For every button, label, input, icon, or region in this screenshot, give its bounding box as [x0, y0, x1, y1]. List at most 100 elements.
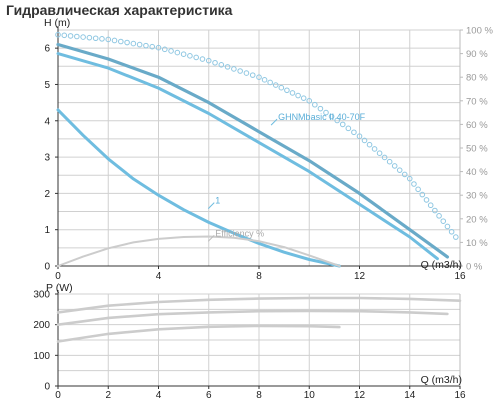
x-tick-label: 8: [256, 390, 262, 400]
efficiency-dot: [130, 40, 137, 47]
y2-tick-label: 90 %: [466, 49, 488, 60]
y-tick-label: 4: [44, 116, 50, 127]
power-chart: 0 100 200 300 0 2 4 6 8 10 12 14 16 P (W) Q (m3/h): [33, 282, 466, 400]
y-tick-label: 0: [44, 262, 50, 273]
efficiency-dot: [224, 64, 231, 70]
annotation-leader: [270, 118, 278, 126]
efficiency-dot: [168, 48, 174, 54]
efficiency-dot: [391, 163, 398, 169]
efficiency-dot: [187, 53, 193, 59]
x-tick-label: 16: [454, 390, 466, 400]
y-tick-label: 3: [44, 153, 50, 164]
efficiency-dot: [317, 105, 324, 112]
power-series-0-line: [56, 296, 462, 314]
efficiency-dot: [323, 109, 329, 116]
annotation-leader: [207, 202, 215, 209]
efficiency-dot: [199, 56, 206, 62]
y-tick-label: 200: [33, 320, 50, 331]
x-tick-label: 12: [354, 390, 366, 400]
y-tick-label: 6: [44, 44, 50, 55]
efficiency-dot: [111, 37, 118, 44]
efficiency-dot: [174, 49, 181, 56]
efficiency-dot: [415, 186, 421, 193]
efficiency-dot: [205, 57, 212, 64]
efficiency-dot: [371, 146, 378, 152]
series-efficiency-line: [57, 235, 341, 267]
efficiency-dot: [406, 175, 413, 182]
efficiency-dot: [448, 228, 455, 235]
efficiency-dotted-series: [55, 31, 459, 240]
efficiency-dot: [272, 82, 279, 88]
efficiency-dot: [86, 34, 93, 41]
efficiency-dot: [376, 150, 383, 156]
efficiency-dot: [212, 59, 218, 66]
efficiency-dot: [328, 113, 335, 120]
efficiency-dot: [149, 43, 156, 50]
page-title: Гидравлическая характеристика: [6, 2, 233, 18]
efficiency-dot: [74, 33, 80, 40]
power-series-2-line: [56, 324, 341, 343]
efficiency-dot: [295, 92, 301, 99]
annotation-leader: [207, 234, 215, 242]
series-ghnmbasic-ii-40-70f-line: [56, 42, 449, 259]
efficiency-dot: [61, 32, 68, 39]
efficiency-dot: [161, 46, 168, 53]
efficiency-dot: [312, 101, 318, 108]
efficiency-dot: [92, 35, 99, 42]
y2-tick-label: 50 %: [466, 144, 488, 155]
efficiency-dot: [267, 79, 273, 86]
x-tick-label: 12: [354, 271, 366, 282]
y2-tick-label: 0 %: [466, 262, 483, 273]
efficiency-dot: [118, 38, 124, 45]
y-tick-label: 100: [33, 351, 50, 362]
efficiency-dot: [396, 167, 403, 173]
x-tick-label: 14: [404, 390, 416, 400]
efficiency-dot: [243, 70, 250, 76]
efficiency-dot: [419, 191, 426, 198]
x-tick-label: 0: [55, 271, 61, 282]
x-tick-label: 4: [156, 390, 162, 400]
power-series-1-line: [56, 309, 449, 326]
efficiency-dot: [261, 77, 268, 83]
efficiency-dot: [180, 51, 187, 57]
x-axis-label: Q (m3/h): [421, 374, 462, 386]
y-tick-label: 2: [44, 189, 50, 200]
y2-tick-label: 10 %: [466, 238, 488, 249]
efficiency-dot: [284, 87, 290, 94]
y2-tick-label: 70 %: [466, 96, 488, 107]
efficiency-dot: [361, 137, 368, 144]
y2-tick-label: 20 %: [466, 214, 488, 225]
y-tick-label: 300: [33, 290, 50, 301]
efficiency-dot: [80, 34, 86, 40]
efficiency-dot: [99, 36, 105, 42]
y-axis-label: H (m): [44, 17, 70, 29]
y2-tick-label: 40 %: [466, 167, 488, 178]
efficiency-dot: [351, 129, 357, 136]
efficiency-dot: [278, 84, 285, 91]
efficiency-dot: [105, 36, 112, 43]
efficiency-dot: [444, 223, 451, 230]
efficiency-dot: [386, 158, 393, 165]
efficiency-dot: [155, 44, 162, 51]
efficiency-dot: [143, 42, 149, 49]
efficiency-dot: [289, 90, 296, 96]
efficiency-dot: [249, 72, 256, 78]
efficiency-dot: [423, 197, 430, 203]
efficiency-dot: [55, 31, 61, 38]
efficiency-dot: [124, 39, 130, 46]
efficiency-dot: [440, 218, 447, 224]
efficiency-dot: [453, 234, 459, 240]
series-1-line: [56, 52, 439, 261]
series-1-line: [56, 108, 341, 268]
y2-tick-label: 60 %: [466, 120, 488, 131]
efficiency-dot: [401, 171, 408, 178]
x-tick-label: 0: [55, 390, 61, 400]
x-tick-label: 4: [156, 271, 162, 282]
x-tick-label: 16: [454, 271, 466, 282]
efficiency-dot: [345, 125, 352, 132]
y-axis-label: P (W): [46, 282, 73, 294]
y2-tick-label: 80 %: [466, 73, 488, 84]
annotation-label: Efficiency %: [215, 228, 264, 238]
y-tick-label: 1: [44, 225, 50, 236]
